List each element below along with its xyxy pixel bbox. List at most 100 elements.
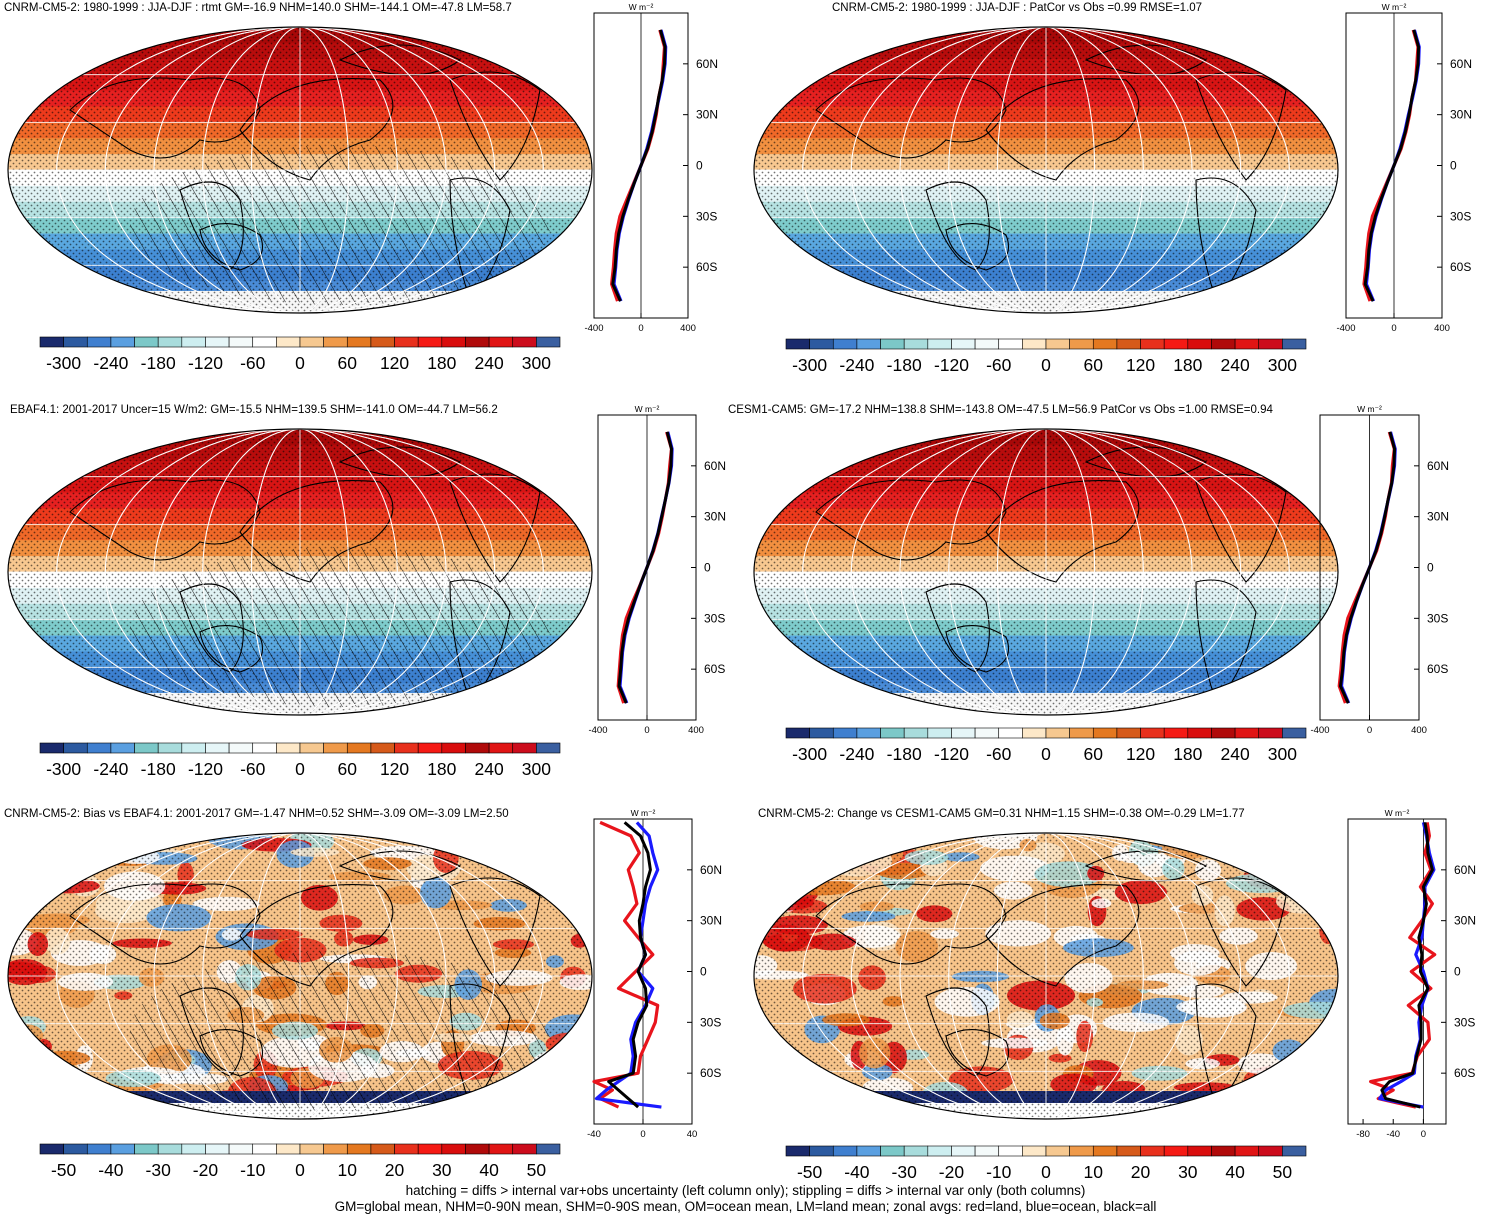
profile-ytick-label: 60N — [700, 863, 722, 877]
coastline — [1084, 446, 1208, 478]
colorbar-box — [394, 742, 419, 754]
colorbar-box — [974, 727, 1000, 739]
colorbar-label: 180 — [1173, 355, 1202, 375]
profile-ytick-label: 60S — [1450, 260, 1471, 274]
map-anomaly — [8, 1085, 48, 1100]
colorbar-label: -300 — [46, 353, 81, 373]
map-anomaly — [8, 1081, 49, 1103]
meridian-line — [250, 27, 350, 313]
map-anomaly — [8, 845, 60, 868]
colorbar-label: 120 — [380, 353, 409, 373]
colorbar-box — [276, 336, 301, 348]
colorbar-box — [785, 727, 810, 739]
colorbar-box — [1282, 1145, 1307, 1157]
colorbar-label: -120 — [188, 759, 223, 779]
map-border — [753, 26, 1339, 314]
colorbar-box — [134, 1143, 159, 1155]
colorbar-label: 300 — [1268, 355, 1297, 375]
profile-ytick-label: 60N — [696, 57, 718, 71]
coastline — [1195, 71, 1287, 181]
colorbar: -50 -40 -30 -20 -10 0 10 20 30 40 50 — [785, 1145, 1307, 1182]
profile-line-all — [617, 431, 673, 704]
colorbar-box — [1116, 338, 1141, 350]
colorbar-box — [998, 1145, 1023, 1157]
colorbar-label: 240 — [474, 759, 503, 779]
colorbar-label: 20 — [1131, 1162, 1151, 1182]
colorbar-box — [832, 338, 858, 350]
colorbar-label: -120 — [934, 744, 969, 764]
meridian-line — [153, 27, 447, 313]
map — [8, 27, 592, 313]
colorbar-box — [299, 742, 324, 754]
colorbar-label: 180 — [1173, 744, 1202, 764]
colorbar-box — [86, 1143, 112, 1155]
panel-title: CNRM-CM5-2: Change vs CESM1-CAM5 GM=0.31… — [758, 808, 1245, 820]
colorbar-box — [465, 742, 490, 754]
colorbar-box — [809, 727, 834, 739]
colorbar-box — [228, 1143, 254, 1155]
profile-xtick-label: 0 — [640, 1129, 645, 1140]
colorbar-label: 240 — [1220, 744, 1249, 764]
colorbar-box — [1092, 727, 1118, 739]
colorbar-box — [536, 742, 561, 754]
colorbar-box — [856, 1145, 881, 1157]
footnote-legend: GM=global mean, NHM=0-90N mean, SHM=0-90… — [334, 1199, 1157, 1214]
coastline — [69, 479, 261, 561]
colorbar-box — [974, 338, 1000, 350]
panel-graphic: W m⁻² 60N 30N 0 30S 60S -80 -40 0 -50 -40 -30 -20 -10… — [753, 808, 1476, 1182]
meridian-line — [250, 429, 350, 715]
colorbar-box — [880, 338, 905, 350]
colorbar-box — [1045, 727, 1070, 739]
map-anomaly — [8, 856, 50, 869]
colorbar-box — [323, 742, 348, 754]
profile-ytick-label: 30N — [1450, 108, 1472, 122]
colorbar-label: -60 — [986, 744, 1012, 764]
colorbar-box — [1140, 727, 1165, 739]
profile-line-all — [1363, 29, 1421, 302]
meridian-line — [948, 833, 1144, 1119]
meridian-line — [850, 27, 1242, 313]
panel-graphic: W m⁻² 60N 30N 0 30S 60S -400 0 400 -300 -240 -180 -1… — [753, 2, 1472, 375]
colorbar-label: 300 — [1268, 744, 1297, 764]
colorbar-box — [1187, 1145, 1212, 1157]
colorbar-box — [1211, 1145, 1236, 1157]
coastline — [925, 181, 990, 271]
meridian-line — [56, 429, 544, 715]
profile-xtick-label: -400 — [1310, 725, 1329, 736]
coastline — [815, 883, 1007, 965]
map — [754, 27, 1338, 313]
colorbar-box — [536, 1143, 561, 1155]
colorbar-box — [1092, 1145, 1118, 1157]
coastline — [239, 480, 394, 583]
colorbar-box — [157, 742, 183, 754]
colorbar-label: 120 — [380, 759, 409, 779]
colorbar-box — [134, 742, 159, 754]
colorbar-box — [1258, 1145, 1283, 1157]
colorbar-box — [1022, 338, 1047, 350]
map-anomaly — [829, 833, 887, 851]
colorbar-box — [63, 742, 88, 754]
colorbar-box — [903, 338, 929, 350]
colorbar-box — [1258, 727, 1283, 739]
hatching — [130, 145, 550, 305]
colorbar-box — [441, 742, 466, 754]
colorbar-box — [441, 336, 466, 348]
colorbar-box — [417, 742, 443, 754]
colorbar-label: 120 — [1126, 355, 1155, 375]
profile-ytick-label: 60N — [1450, 57, 1472, 71]
map-anomaly — [1169, 833, 1198, 849]
colorbar-label: -10 — [986, 1162, 1012, 1182]
colorbar-label: -30 — [146, 1160, 172, 1180]
map-anomaly — [784, 1071, 815, 1084]
map-anomaly — [754, 1089, 807, 1118]
colorbar-label: 180 — [427, 759, 456, 779]
map-anomaly — [81, 841, 100, 854]
meridian-line — [153, 833, 447, 1119]
profile-xtick-label: 400 — [688, 725, 704, 736]
map-anomaly — [553, 877, 592, 887]
coastline — [449, 877, 541, 987]
panel-graphic: W m⁻² 60N 30N 0 30S 60S -400 0 400 -300 -240 -180 -1… — [7, 404, 726, 779]
map-anomaly — [10, 859, 69, 876]
colorbar-box — [512, 742, 537, 754]
profile-ytick-label: 60N — [704, 459, 726, 473]
